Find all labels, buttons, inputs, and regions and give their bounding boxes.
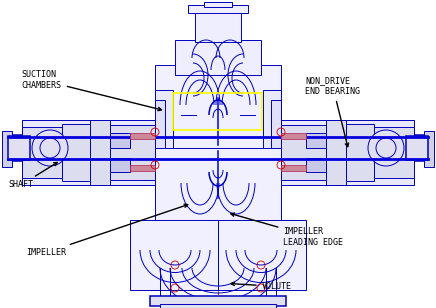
Text: VOLUTE: VOLUTE [231,282,292,291]
Bar [195,10,241,42]
Bar [271,100,281,148]
Bar [130,220,218,290]
Bar [406,136,428,160]
Text: NON_DRIVE
END BEARING: NON_DRIVE END BEARING [305,77,360,147]
Bar [110,158,130,172]
Bar [62,124,90,181]
Bar [130,165,155,171]
Bar [130,133,155,139]
Text: IMPELLER
LEADING EDGE: IMPELLER LEADING EDGE [231,213,344,247]
Bar [374,127,414,178]
Bar [155,90,173,148]
Bar [218,220,306,290]
Bar [150,296,286,306]
Bar [188,5,248,13]
Bar [8,135,428,161]
Bar [8,136,30,160]
Text: SHAFT: SHAFT [9,162,58,189]
Bar [173,93,262,130]
Bar [306,133,326,148]
Circle shape [368,130,404,166]
Bar [306,158,326,172]
Bar [424,131,434,167]
Bar [155,65,281,148]
Bar [22,127,62,178]
Bar [281,133,306,139]
Bar [346,124,374,181]
Bar [155,230,281,290]
Text: SUCTION
CHAMBERS: SUCTION CHAMBERS [22,71,161,111]
Bar [263,90,281,148]
Bar [110,133,130,148]
Bar [22,120,155,185]
Bar [175,40,261,75]
Bar [204,2,232,7]
Circle shape [32,130,68,166]
Text: IMPELLER: IMPELLER [26,204,188,257]
Bar [160,304,276,308]
Bar [110,125,155,180]
Bar [2,131,12,167]
Bar [155,148,281,230]
Bar [281,125,326,180]
Bar [281,120,414,185]
Bar [155,100,165,148]
Bar [281,165,306,171]
Bar [90,120,110,185]
Bar [326,120,346,185]
